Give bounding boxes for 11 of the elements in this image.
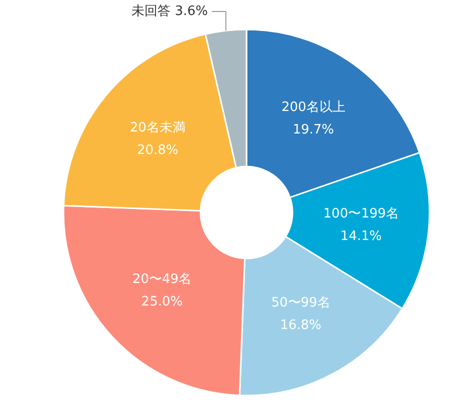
slice-label: 200名以上 <box>281 100 346 115</box>
data-label: 25.0% <box>141 294 183 310</box>
slice-label: 50〜99名 <box>271 295 330 310</box>
slice-label: 100〜199名 <box>323 206 399 222</box>
slice-label: 20名未満 <box>130 120 186 136</box>
slice-label: 20〜49名 <box>132 272 192 288</box>
data-label: 14.1% <box>340 228 382 244</box>
slice-label: 未回答 3.6% <box>132 4 208 19</box>
data-label: 20.8% <box>137 142 178 158</box>
data-label: 16.8% <box>280 318 322 333</box>
data-label: 19.7% <box>292 122 334 138</box>
